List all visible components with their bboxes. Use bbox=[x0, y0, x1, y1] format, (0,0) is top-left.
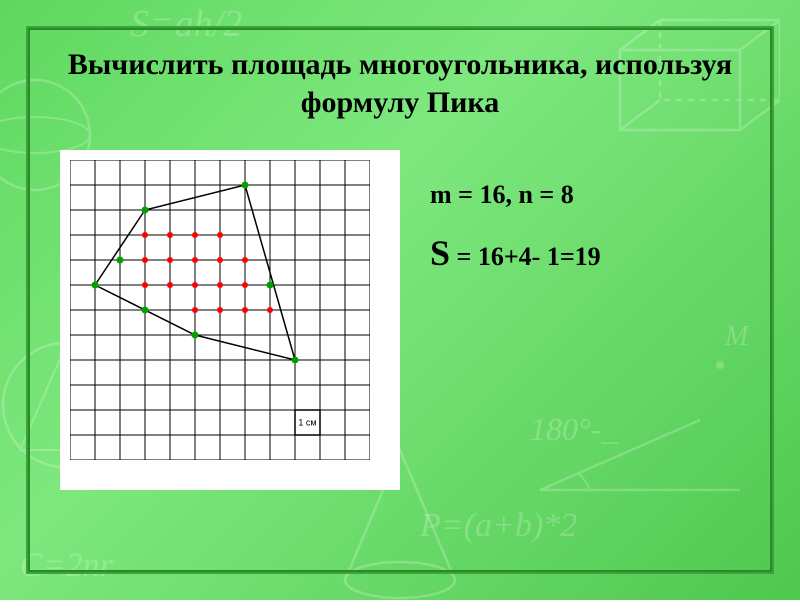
svg-text:1 см: 1 см bbox=[298, 418, 316, 428]
math-s-symbol: S bbox=[430, 233, 450, 273]
math-area: S = 16+4- 1=19 bbox=[430, 232, 601, 274]
grid-chart: 1 см bbox=[60, 150, 400, 490]
math-s-rest: = 16+4- 1=19 bbox=[450, 242, 601, 271]
math-block: m = 16, n = 8 S = 16+4- 1=19 bbox=[430, 180, 601, 274]
slide-title: Вычислить площадь многоугольника, исполь… bbox=[60, 46, 740, 121]
math-mn: m = 16, n = 8 bbox=[430, 180, 601, 210]
polygon-grid-svg: 1 см bbox=[70, 160, 370, 460]
